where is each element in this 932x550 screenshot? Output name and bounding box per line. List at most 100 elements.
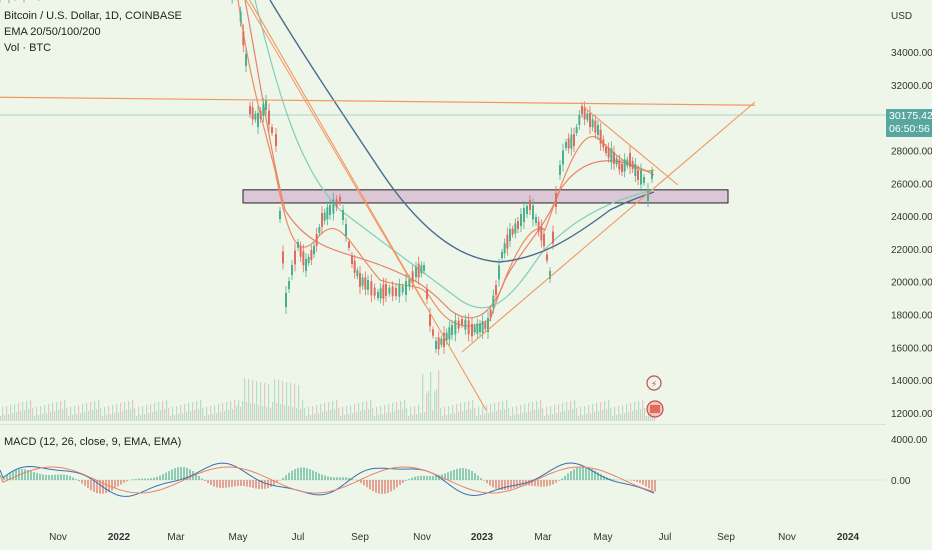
volume-bar [480, 415, 482, 421]
volume-bar [262, 406, 264, 421]
macd-histogram-bar [225, 480, 227, 488]
time-tick-label: 2022 [108, 532, 131, 543]
macd-histogram-bar [375, 480, 377, 493]
macd-histogram-bar [177, 467, 179, 480]
symbol-label[interactable]: Bitcoin / U.S. Dollar, 1D, COINBASE [4, 10, 182, 22]
macd-histogram-bar [282, 477, 284, 480]
volume-bar [322, 412, 324, 421]
macd-histogram-bar [90, 480, 92, 491]
volume-bar [422, 374, 424, 421]
macd-histogram-bar [489, 480, 491, 486]
candle-body [523, 208, 525, 222]
volume-bar [414, 406, 416, 421]
candle-body [420, 265, 423, 274]
macd-histogram-bar [309, 469, 311, 480]
volume-label[interactable]: Vol · BTC [4, 42, 52, 54]
volume-bar [540, 400, 542, 421]
macd-histogram-bar [609, 478, 611, 480]
volume-bar [86, 403, 88, 421]
volume-bar [388, 404, 390, 421]
volume-bar [464, 402, 466, 421]
candle-body [373, 287, 376, 296]
volume-bar [632, 411, 634, 421]
macd-histogram-bar [567, 473, 569, 480]
candle-body [282, 251, 284, 264]
volume-bar [462, 411, 464, 421]
candle-body [351, 256, 353, 264]
volume-bar [630, 403, 632, 421]
macd-histogram-bar [531, 480, 533, 486]
volume-bar [582, 415, 584, 421]
candle-body [388, 287, 391, 294]
volume-bar [372, 408, 374, 421]
candle-body [429, 314, 431, 326]
macd-histogram-bar [27, 470, 29, 480]
volume-bar [580, 407, 582, 421]
candle-body [615, 158, 618, 165]
candle-body [242, 31, 245, 46]
candle-body [305, 259, 307, 271]
volume-bar [240, 407, 242, 421]
macd-histogram-bar [159, 475, 161, 480]
macd-line [0, 462, 655, 497]
volume-bar [236, 406, 238, 421]
volume-bar [280, 404, 282, 421]
macd-histogram-bar [132, 479, 134, 480]
volume-bar [618, 406, 620, 421]
volume-bar [350, 405, 352, 421]
candle-body [573, 134, 575, 146]
volume-bar [28, 409, 30, 421]
volume-bar [520, 405, 522, 421]
candle-body [313, 246, 315, 254]
volume-bar [80, 413, 82, 421]
candle-body [408, 278, 411, 287]
macd-histogram-bar [183, 467, 185, 480]
macd-histogram-bar [300, 467, 302, 480]
volume-bar [100, 408, 102, 421]
volume-bar [620, 414, 622, 421]
volume-bar [272, 402, 274, 421]
volume-bar [400, 401, 402, 421]
macd-histogram-bar [63, 474, 65, 480]
macd-histogram-bar [435, 475, 437, 480]
lightning-icon [646, 375, 662, 391]
macd-histogram-bar [138, 478, 140, 480]
time-tick-label: 2024 [837, 532, 860, 543]
macd-histogram-bar [30, 470, 32, 480]
candle-body [254, 113, 257, 120]
volume-bar [352, 413, 354, 421]
macd-legend[interactable]: MACD (12, 26, close, 9, EMA, EMA) [4, 436, 182, 448]
candle-body [583, 107, 586, 120]
volume-bar [504, 409, 506, 421]
macd-histogram-bar [87, 480, 89, 489]
candle-body [540, 226, 543, 241]
volume-bar [314, 414, 316, 421]
volume-bar [606, 409, 608, 421]
volume-bar [48, 404, 50, 421]
macd-histogram-bar [612, 479, 614, 480]
macd-histogram-bar [465, 468, 467, 480]
volume-bar [610, 408, 612, 421]
macd-histogram-bar [603, 475, 605, 480]
volume-bar [22, 402, 24, 421]
volume-bar [538, 409, 540, 421]
volume-bar [18, 403, 20, 421]
macd-histogram-bar [153, 477, 155, 480]
volume-bar [72, 415, 74, 421]
macd-histogram-bar [228, 480, 230, 488]
volume-bar [218, 404, 220, 421]
candle-body [586, 113, 589, 120]
volume-bar [596, 403, 598, 421]
volume-bar [124, 402, 126, 421]
macd-histogram-bar [186, 467, 188, 480]
volume-bar [454, 413, 456, 421]
volume-bar [180, 405, 182, 421]
candle-body [599, 129, 602, 144]
macd-histogram-bar [204, 480, 206, 481]
macd-histogram-bar [585, 466, 587, 480]
candle-body [271, 127, 273, 133]
candle-body [501, 252, 503, 258]
candle-body [405, 281, 407, 295]
ema-label[interactable]: EMA 20/50/100/200 [4, 26, 101, 38]
